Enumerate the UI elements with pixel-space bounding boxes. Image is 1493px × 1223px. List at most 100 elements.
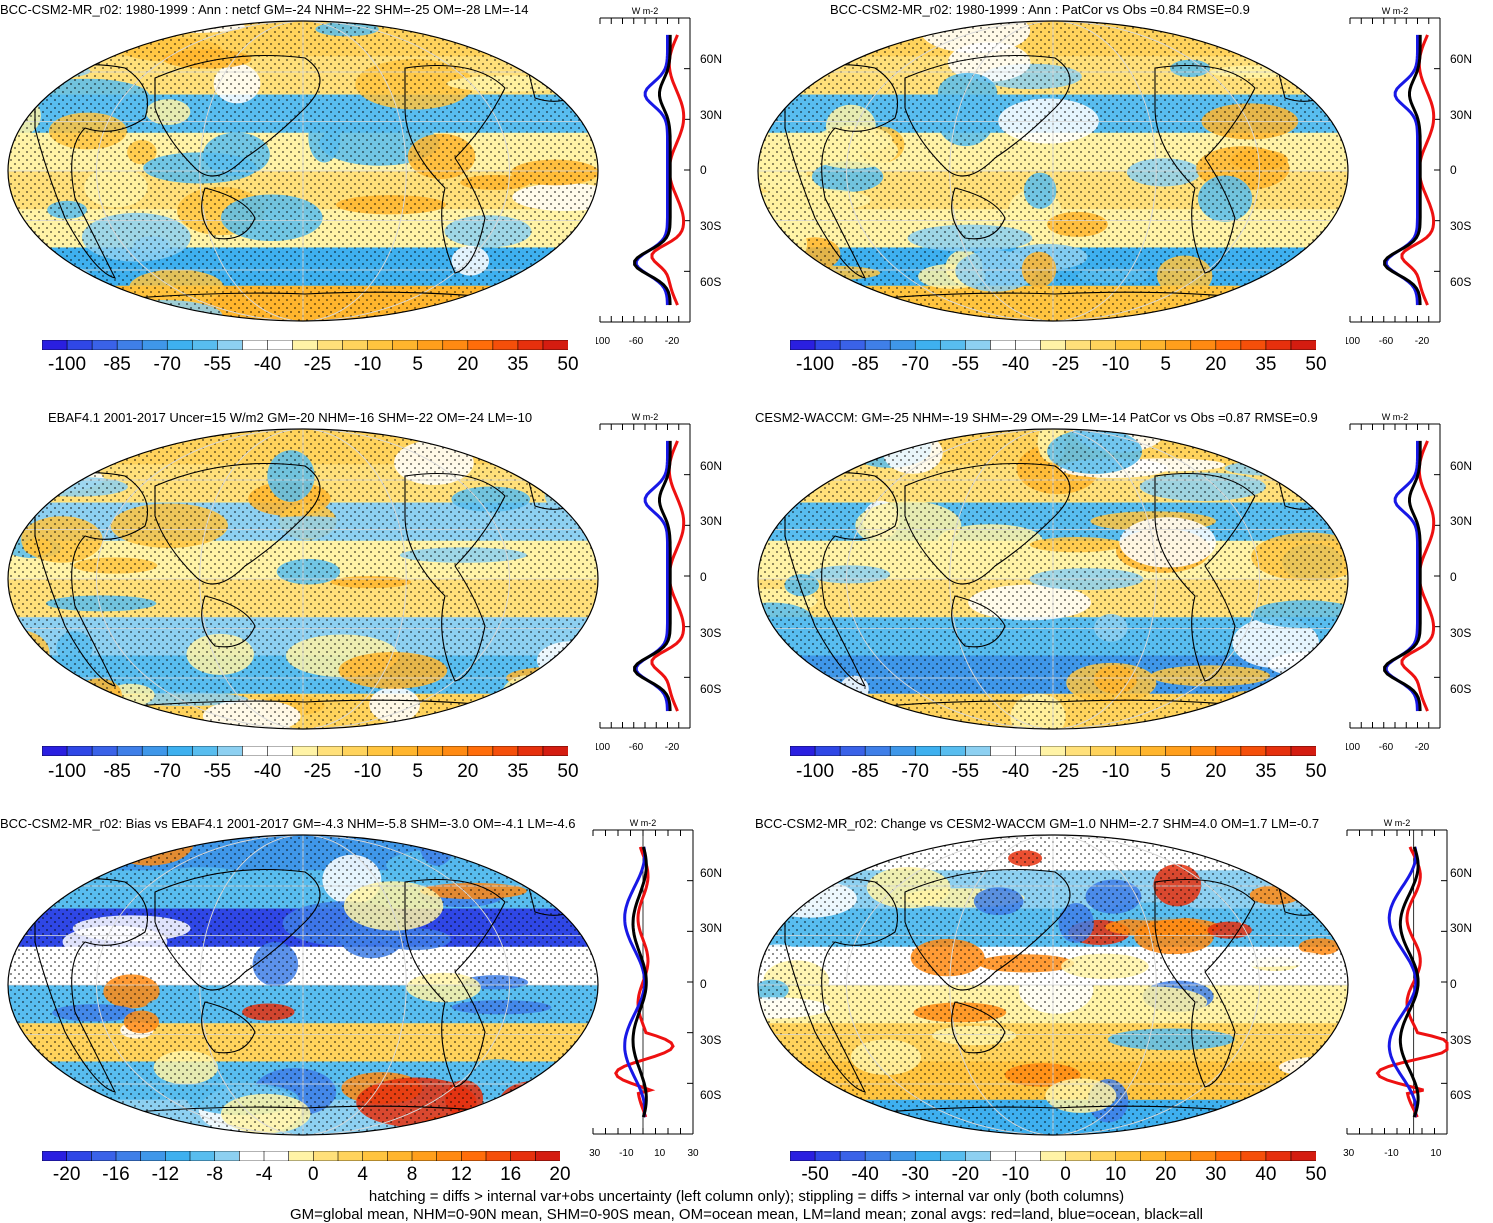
colorbar-swatch: [1165, 746, 1192, 756]
panel-3-title: EBAF4.1 2001-2017 Uncer=15 W/m2 GM=-20 N…: [48, 410, 533, 425]
colorbar-swatch: [1090, 340, 1117, 350]
colorbar-swatch: [91, 1151, 117, 1161]
map-field: [8, 429, 598, 729]
profile-lat-label: 0: [700, 570, 707, 584]
colorbar-swatch: [288, 1151, 315, 1161]
coastline-segment: [784, 472, 899, 687]
panel-4-map: [757, 428, 1349, 730]
colorbar-swatch: [1190, 746, 1217, 756]
panel-1-colorbar: [42, 340, 568, 350]
colorbar-swatch: [116, 340, 143, 350]
colorbar-tick-label: 5: [1160, 761, 1171, 782]
profile-x-tick-label: -30: [1343, 1148, 1355, 1156]
profile-lat-label: 30S: [700, 1033, 722, 1047]
panel-5-map: [7, 834, 599, 1136]
coastline-segment: [784, 64, 899, 279]
colorbar-tick-label: -100: [48, 354, 87, 375]
map-anomaly-patch: [816, 1127, 922, 1135]
profile-lat-label: 30N: [700, 108, 723, 122]
colorbar-tick-label: -100: [48, 761, 87, 782]
profile-lat-label: 30N: [700, 921, 723, 935]
map-anomaly-patch: [468, 695, 589, 729]
colorbar-swatch: [1215, 340, 1242, 350]
colorbar-swatch: [1015, 1151, 1042, 1161]
colorbar-swatch: [1190, 340, 1217, 350]
colorbar-swatch: [542, 746, 568, 756]
colorbar-swatch: [814, 1151, 841, 1161]
colorbar-swatch: [141, 746, 169, 756]
profile-lat-label: 60S: [700, 1088, 722, 1102]
colorbar-swatch: [66, 746, 93, 756]
panel-2-colorbar: [790, 340, 1316, 350]
zonal-mean-line: [1384, 440, 1419, 712]
profile-lat-label: 30S: [700, 219, 722, 233]
colorbar-tick-label: -55: [951, 354, 980, 375]
map-anomaly-patch: [8, 441, 80, 465]
colorbar-swatch: [1140, 340, 1167, 350]
colorbar-tick-label: -10: [353, 761, 382, 782]
colorbar-swatch: [42, 746, 68, 756]
profile-unit-label: W m-2: [630, 818, 657, 828]
panel-1-colorbar-labels: -100 -85 -70 -55 -40 -25 -10 5 20 35 50: [42, 354, 579, 380]
coastline-segment: [814, 291, 1286, 305]
colorbar-swatch: [313, 1151, 339, 1161]
coastline-segment: [404, 64, 506, 274]
zonal-mean-line: [1398, 846, 1420, 1118]
profile-x-tick-label: -60: [1379, 336, 1394, 344]
coastline-segment: [154, 868, 321, 991]
coastlines: [34, 462, 586, 713]
profile-x-tick-label: -60: [1379, 742, 1394, 750]
panel-6-title: BCC-CSM2-MR_r02: Change vs CESM2-WACCM G…: [755, 816, 1320, 831]
map-field: [758, 429, 1348, 729]
colorbar-tick-label: 20: [549, 1164, 571, 1185]
colorbar-swatch: [1040, 340, 1067, 350]
colorbar-swatch: [166, 746, 194, 756]
profile-lat-label: 30S: [700, 626, 722, 640]
colorbar-tick-label: -70: [153, 354, 181, 375]
colorbar-swatch: [66, 1151, 93, 1161]
footer-line-2: GM=global mean, NHM=0-90N mean, SHM=0-90…: [289, 1206, 1203, 1223]
colorbar-swatch: [1215, 1151, 1242, 1161]
profile-lat-label: 30N: [1450, 514, 1473, 528]
colorbar-tick-label: 5: [412, 761, 423, 782]
colorbar-swatch: [939, 746, 967, 756]
coastline-segment: [34, 64, 149, 279]
colorbar-tick-label: 50: [1305, 761, 1327, 782]
colorbar-swatch: [790, 340, 816, 350]
colorbar-tick-label: 20: [1205, 761, 1227, 782]
map-field: [758, 835, 1348, 1135]
profile-unit-label: W m-2: [632, 412, 659, 422]
colorbar-swatch: [317, 746, 344, 756]
coastline-segment: [34, 472, 149, 687]
colorbar-tick-label: -55: [203, 354, 232, 375]
panel-6-colorbar: [790, 1151, 1316, 1161]
profile-x-tick-label: -10: [619, 1148, 634, 1156]
colorbar-swatch: [342, 340, 369, 350]
coastline-segment: [814, 699, 1286, 713]
map-anomaly-patch: [8, 263, 47, 309]
zonal-mean-line: [633, 440, 672, 712]
panel-3-colorbar-labels: -100 -85 -70 -55 -40 -25 -10 5 20 35 50: [42, 761, 579, 787]
colorbar-swatch: [990, 746, 1017, 756]
colorbar-swatch: [814, 340, 841, 350]
colorbar-tick-label: 20: [1205, 354, 1227, 375]
profile-lat-label: 60N: [1450, 866, 1473, 880]
colorbar-tick-label: 20: [1155, 1164, 1177, 1185]
profile-unit-label: W m-2: [1382, 412, 1409, 422]
coastline-segment: [201, 187, 256, 240]
profile-lat-label: 60N: [1450, 52, 1473, 66]
panel-2-map: [757, 20, 1349, 322]
colorbar-swatch: [417, 746, 444, 756]
map-border: [7, 428, 599, 730]
colorbar-tick-label: 50: [1305, 354, 1327, 375]
colorbar-swatch: [140, 1151, 167, 1161]
colorbar-swatch: [42, 340, 68, 350]
panel-6-colorbar-labels: -50 -40 -30 -20 -10 0 10 20 30 40 50: [790, 1164, 1326, 1190]
colorbar-swatch: [1240, 340, 1267, 350]
colorbar-swatch: [492, 746, 519, 756]
profile-x-tick-label: -20: [665, 742, 680, 750]
map-anomaly-patch: [792, 300, 862, 317]
colorbar-swatch: [267, 340, 294, 350]
profile-x-tick-label: -20: [1415, 742, 1430, 750]
colorbar-tick-label: -25: [303, 354, 332, 375]
